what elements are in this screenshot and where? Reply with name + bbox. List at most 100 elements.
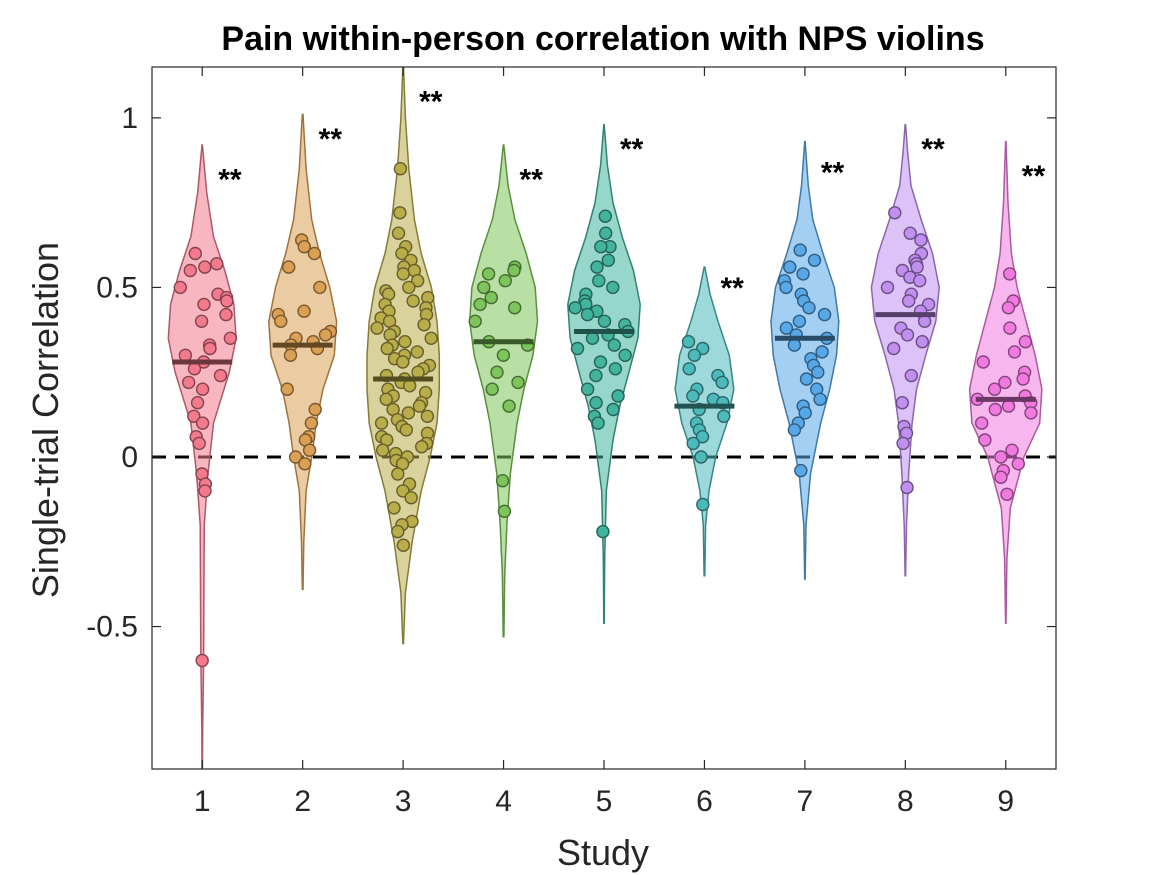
data-point <box>887 341 901 356</box>
data-point <box>914 233 928 247</box>
violin-study-8 <box>870 123 940 577</box>
data-point <box>606 402 620 417</box>
data-point <box>468 314 482 328</box>
data-point <box>686 436 700 451</box>
plot-inner <box>152 67 1056 769</box>
data-point <box>585 331 600 345</box>
data-point <box>779 321 794 335</box>
data-point <box>178 348 193 362</box>
y-axis-label: Single-trial Correlation <box>25 242 66 598</box>
data-point <box>219 307 233 322</box>
data-point <box>599 226 613 240</box>
data-point <box>213 368 228 383</box>
data-point <box>589 396 603 410</box>
x-tick-label: 3 <box>395 785 412 818</box>
data-point <box>817 307 832 322</box>
data-point <box>994 450 1008 464</box>
significance-label: ** <box>319 123 343 156</box>
x-axis: 1 2 3 4 5 6 7 8 9 <box>194 67 1014 818</box>
data-point <box>288 450 303 464</box>
data-point <box>391 524 405 539</box>
data-point <box>511 375 525 390</box>
data-point <box>402 280 416 295</box>
data-point <box>379 392 393 406</box>
data-point <box>796 267 810 281</box>
data-point <box>598 209 612 223</box>
data-point <box>198 484 212 498</box>
data-point <box>694 450 708 464</box>
x-tick-label: 7 <box>797 785 814 818</box>
data-point <box>508 301 522 315</box>
data-point <box>904 368 918 383</box>
data-point <box>896 436 910 451</box>
data-point <box>917 314 932 328</box>
data-point <box>415 440 429 454</box>
data-point <box>197 297 211 312</box>
data-point <box>380 341 394 356</box>
data-point <box>411 365 425 379</box>
data-point <box>481 267 496 281</box>
data-point <box>283 348 298 362</box>
data-point <box>715 375 729 390</box>
data-point <box>568 301 582 315</box>
y-tick-label: -0.5 <box>86 611 138 644</box>
data-point <box>495 474 510 488</box>
data-point <box>374 416 389 430</box>
data-point <box>597 314 612 328</box>
data-point <box>307 246 322 261</box>
data-point <box>608 362 623 376</box>
data-point <box>596 524 610 539</box>
data-point <box>590 260 604 274</box>
data-point <box>793 243 807 257</box>
data-point <box>611 389 625 403</box>
data-point <box>318 328 333 342</box>
data-point <box>313 280 327 295</box>
data-point <box>682 362 696 376</box>
study-7-group <box>770 140 840 580</box>
data-point <box>507 263 521 278</box>
x-tick-label: 5 <box>596 785 613 818</box>
data-point <box>398 335 412 349</box>
data-point <box>302 443 317 457</box>
data-point <box>399 423 413 437</box>
data-point <box>1011 457 1025 471</box>
significance-label: ** <box>720 272 744 305</box>
significance-label: ** <box>218 164 242 197</box>
data-point <box>403 379 417 393</box>
violin-study-5 <box>567 123 641 625</box>
data-point <box>913 274 927 288</box>
data-point <box>484 290 498 305</box>
data-point <box>274 314 288 328</box>
data-point <box>420 409 435 423</box>
significance-label: ** <box>1022 160 1046 193</box>
data-point <box>815 345 829 359</box>
data-point <box>978 433 992 447</box>
data-point <box>297 304 311 318</box>
data-point <box>473 297 487 312</box>
x-tick-label: 9 <box>997 785 1014 818</box>
data-point <box>1003 321 1017 335</box>
y-axis: -0.5 0 0.5 1 <box>86 102 1056 644</box>
data-point <box>502 399 516 413</box>
data-point <box>497 504 512 518</box>
study-2-group <box>268 113 338 591</box>
data-point <box>190 396 205 410</box>
data-point <box>404 491 418 505</box>
data-point <box>393 161 408 176</box>
data-point <box>192 436 206 451</box>
data-point <box>298 457 312 471</box>
study-5-group <box>567 123 641 625</box>
data-point <box>396 355 410 369</box>
y-tick-label: 0 <box>121 441 138 474</box>
data-point <box>393 206 407 220</box>
data-point <box>203 341 217 356</box>
data-point <box>606 280 620 295</box>
x-tick-label: 8 <box>897 785 914 818</box>
data-point <box>594 239 608 254</box>
significance-label: ** <box>921 133 945 166</box>
data-point <box>187 409 201 423</box>
data-point <box>496 348 511 362</box>
data-point <box>187 362 202 376</box>
data-point <box>687 348 702 362</box>
study-6-group <box>674 266 735 577</box>
